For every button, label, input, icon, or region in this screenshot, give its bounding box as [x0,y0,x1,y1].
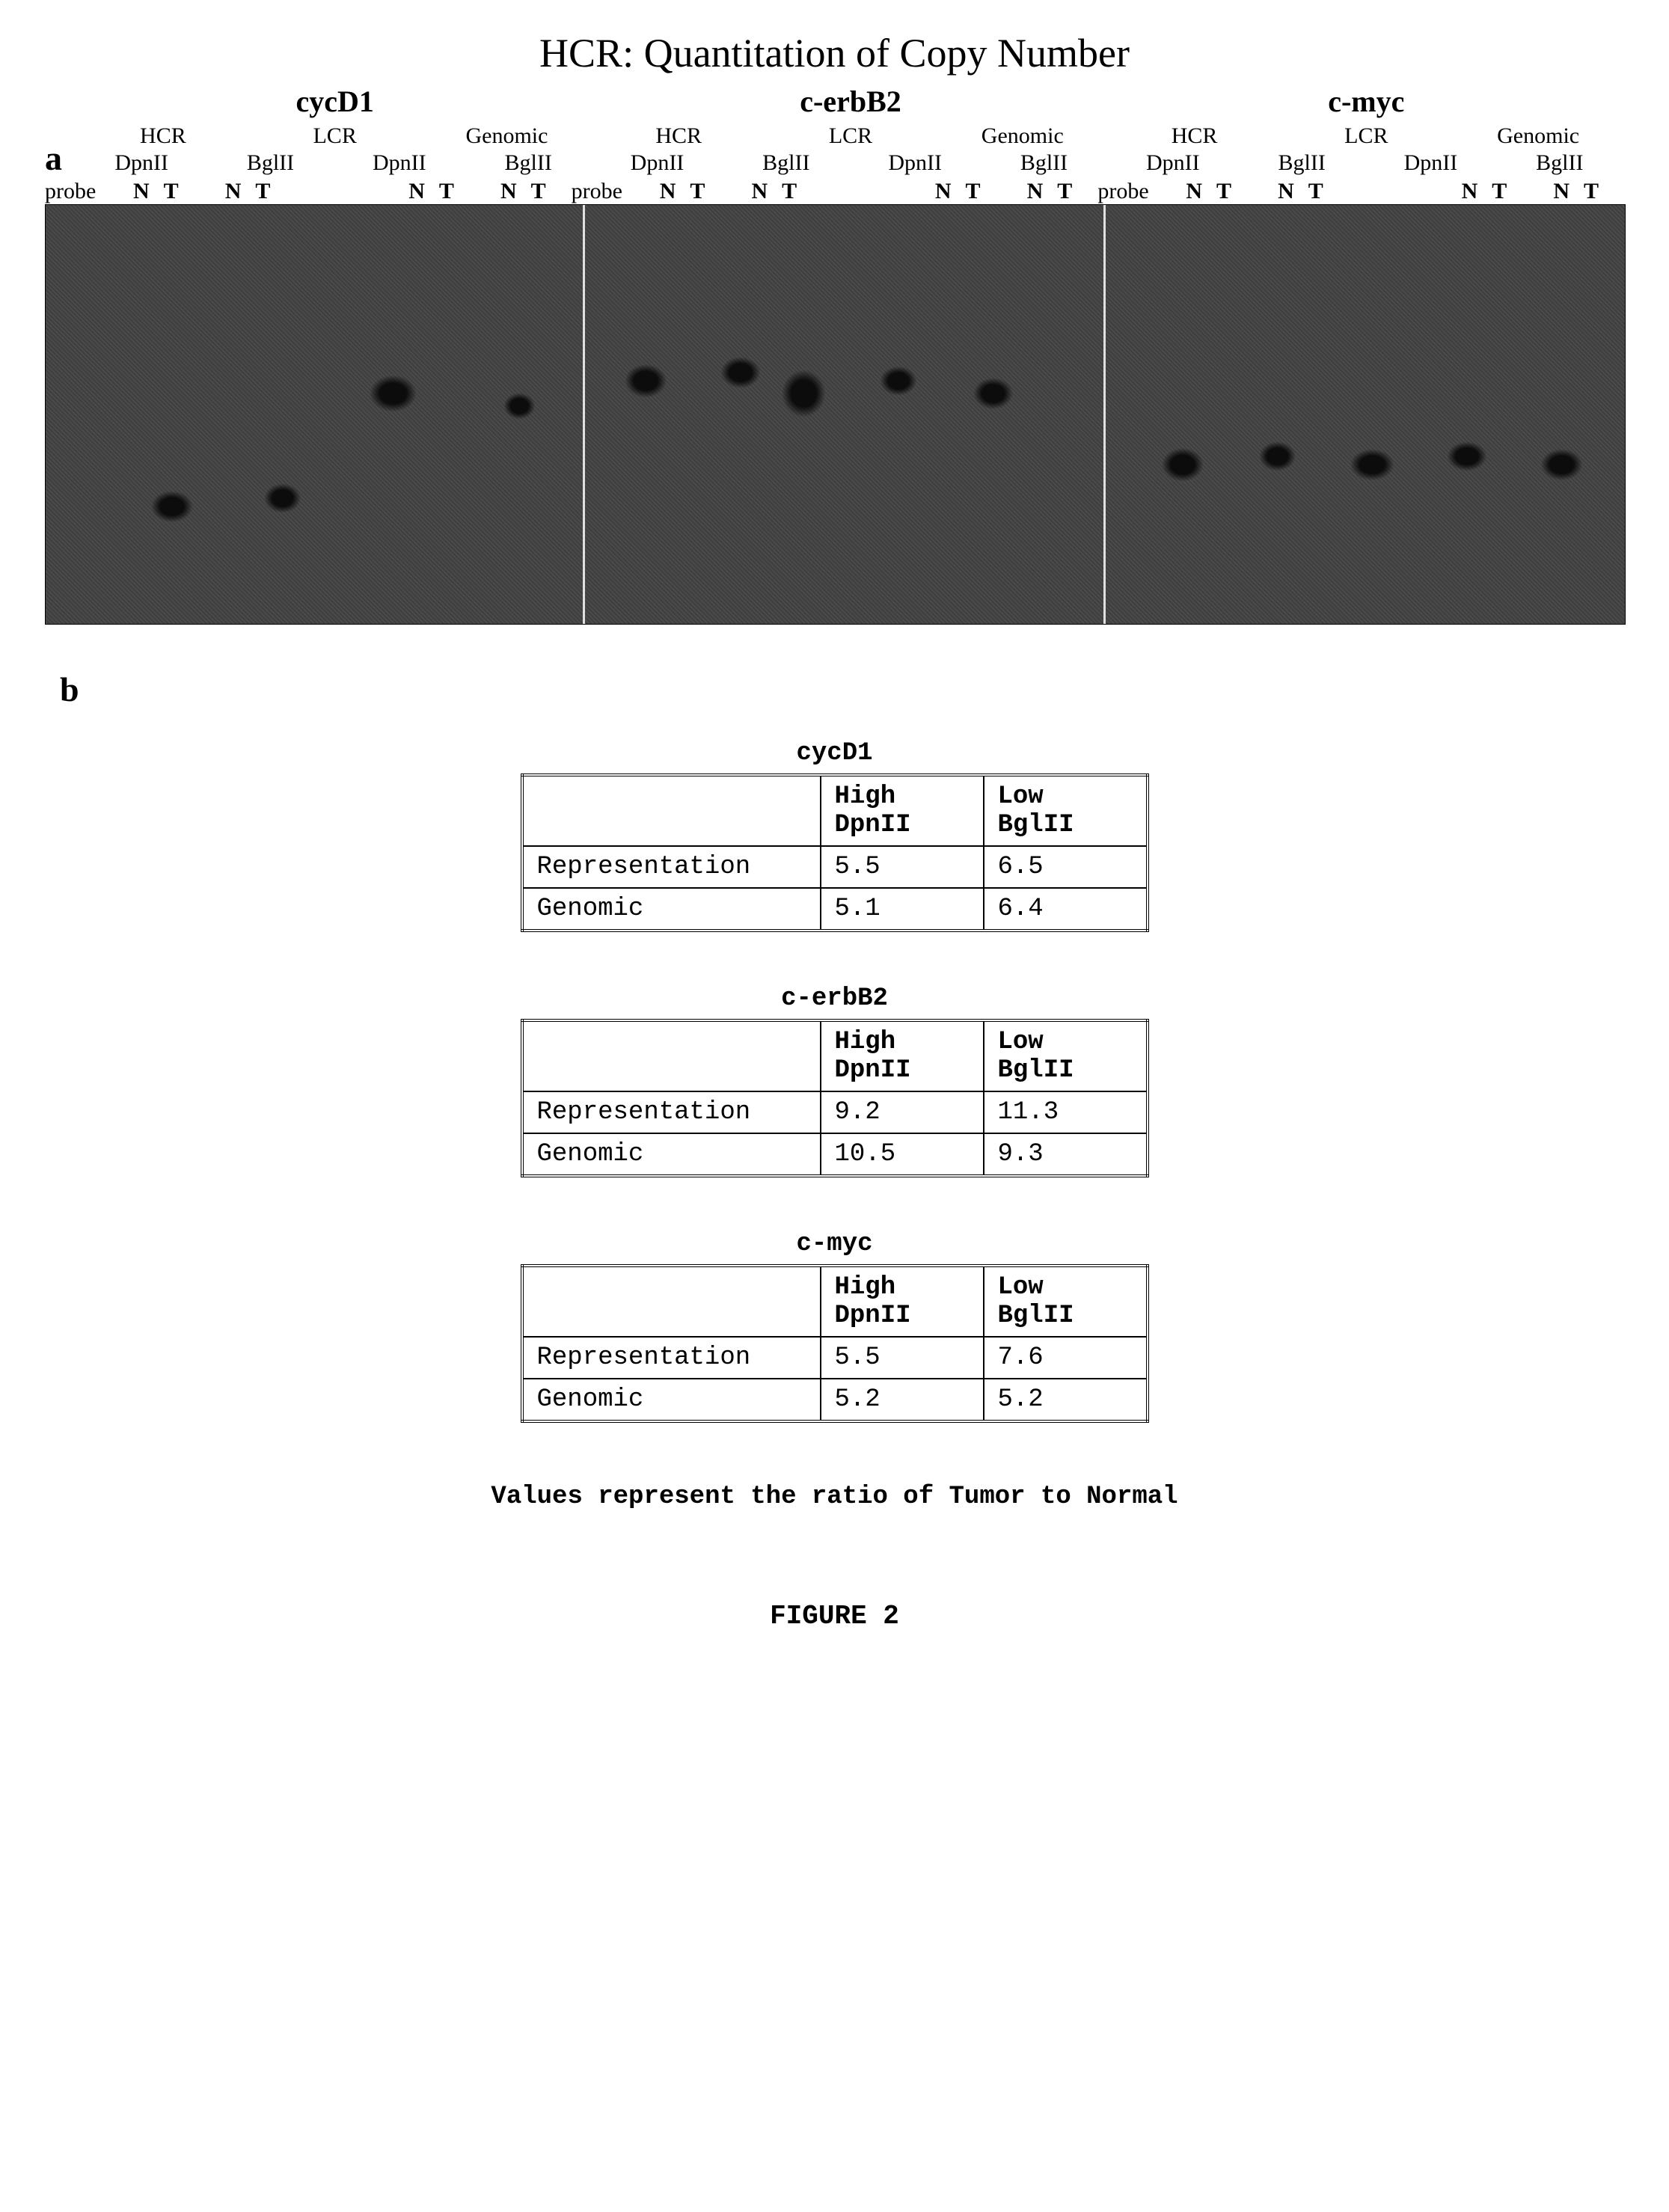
tables-container: cycD1 HighDpnII LowBglII Representation … [45,739,1624,1423]
nt-label: N T [112,179,204,204]
gene-group-cycd1: cycD1 HCR LCR Genomic DpnII BglII DpnII … [77,84,592,176]
probe-label: probe [1097,179,1165,204]
gene-group-cmyc: c-myc HCR LCR Genomic DpnII BglII DpnII … [1109,84,1624,176]
table-cell: 9.2 [821,1091,984,1133]
nt-gap [295,179,388,204]
col-header: LowBglII [984,1020,1148,1091]
table-cell: 6.4 [984,888,1148,931]
main-title: HCR: Quantitation of Copy Number [45,30,1624,76]
panel-b-letter: b [60,670,1624,709]
table-title: cycD1 [521,739,1149,768]
gel-divider [583,205,585,624]
col-header: LowBglII [984,775,1148,846]
table-cell: 6.5 [984,846,1148,888]
table-cell: 9.3 [984,1133,1148,1176]
enzyme-label: DpnII [1109,150,1237,176]
data-table: HighDpnII LowBglII Representation 5.5 7.… [521,1264,1149,1423]
data-table: HighDpnII LowBglII Representation 9.2 11… [521,1019,1149,1177]
nt-label: N T [388,179,480,204]
panel-a-header: a cycD1 HCR LCR Genomic DpnII BglII DpnI… [45,84,1624,176]
col-header: LowBglII [984,1266,1148,1337]
enzyme-label: DpnII [1366,150,1495,176]
row-label: Representation [522,1091,821,1133]
table-corner [522,1020,821,1091]
table-cell: 5.5 [821,846,984,888]
gene-group-cerbb2: c-erbB2 HCR LCR Genomic DpnII BglII DpnI… [592,84,1108,176]
nt-label: N T [1165,179,1257,204]
table-cell: 10.5 [821,1133,984,1176]
enzyme-label: DpnII [851,150,979,176]
footnote: Values represent the ratio of Tumor to N… [45,1483,1624,1511]
prep-label: HCR [592,123,765,149]
table-cell: 5.2 [984,1379,1148,1421]
nt-label: N T [639,179,731,204]
row-label: Genomic [522,888,821,931]
gene-name: c-erbB2 [592,84,1108,119]
nt-label: N T [1006,179,1098,204]
enzyme-label: BglII [1237,150,1366,176]
panel-a-letter: a [45,141,62,176]
enzyme-label: BglII [722,150,851,176]
enzyme-label: DpnII [592,150,721,176]
probe-label: probe [45,179,112,204]
table-corner [522,1266,821,1337]
nt-gap [822,179,914,204]
prep-label: LCR [1280,123,1452,149]
enzyme-label: BglII [979,150,1108,176]
figure-label: FIGURE 2 [45,1601,1624,1632]
row-label: Representation [522,1337,821,1379]
nt-row: probe N T N T N T N T probe N T N T N T … [45,179,1624,204]
nt-label: N T [914,179,1006,204]
probe-label: probe [572,179,639,204]
table-cell: 5.1 [821,888,984,931]
enzyme-label: BglII [206,150,334,176]
col-header: HighDpnII [821,1020,984,1091]
nt-label: N T [1441,179,1533,204]
row-label: Genomic [522,1133,821,1176]
data-table: HighDpnII LowBglII Representation 5.5 6.… [521,773,1149,932]
col-header: HighDpnII [821,1266,984,1337]
table-block-cmyc: c-myc HighDpnII LowBglII Representation … [521,1230,1149,1423]
table-cell: 11.3 [984,1091,1148,1133]
table-cell: 5.5 [821,1337,984,1379]
row-label: Representation [522,846,821,888]
table-title: c-erbB2 [521,984,1149,1013]
prep-label: HCR [77,123,249,149]
enzyme-label: BglII [464,150,592,176]
gel-noise [46,205,1625,624]
gene-name: c-myc [1109,84,1624,119]
prep-label: Genomic [1452,123,1624,149]
prep-label: Genomic [937,123,1109,149]
prep-label: LCR [765,123,937,149]
gene-name: cycD1 [77,84,592,119]
gel-divider [1103,205,1106,624]
row-label: Genomic [522,1379,821,1421]
nt-label: N T [1532,179,1624,204]
col-header: HighDpnII [821,775,984,846]
nt-label: N T [730,179,822,204]
prep-label: Genomic [421,123,593,149]
table-block-cerbb2: c-erbB2 HighDpnII LowBglII Representatio… [521,984,1149,1177]
nt-label: N T [1257,179,1349,204]
table-block-cycd1: cycD1 HighDpnII LowBglII Representation … [521,739,1149,932]
prep-label: HCR [1109,123,1281,149]
prep-label: LCR [249,123,421,149]
nt-label: N T [204,179,296,204]
table-title: c-myc [521,1230,1149,1258]
table-cell: 5.2 [821,1379,984,1421]
gene-groups: cycD1 HCR LCR Genomic DpnII BglII DpnII … [77,84,1624,176]
nt-label: N T [480,179,572,204]
enzyme-label: BglII [1495,150,1624,176]
enzyme-label: DpnII [77,150,206,176]
table-cell: 7.6 [984,1337,1148,1379]
nt-gap [1349,179,1441,204]
gel-image [45,204,1626,625]
enzyme-label: DpnII [335,150,464,176]
table-corner [522,775,821,846]
